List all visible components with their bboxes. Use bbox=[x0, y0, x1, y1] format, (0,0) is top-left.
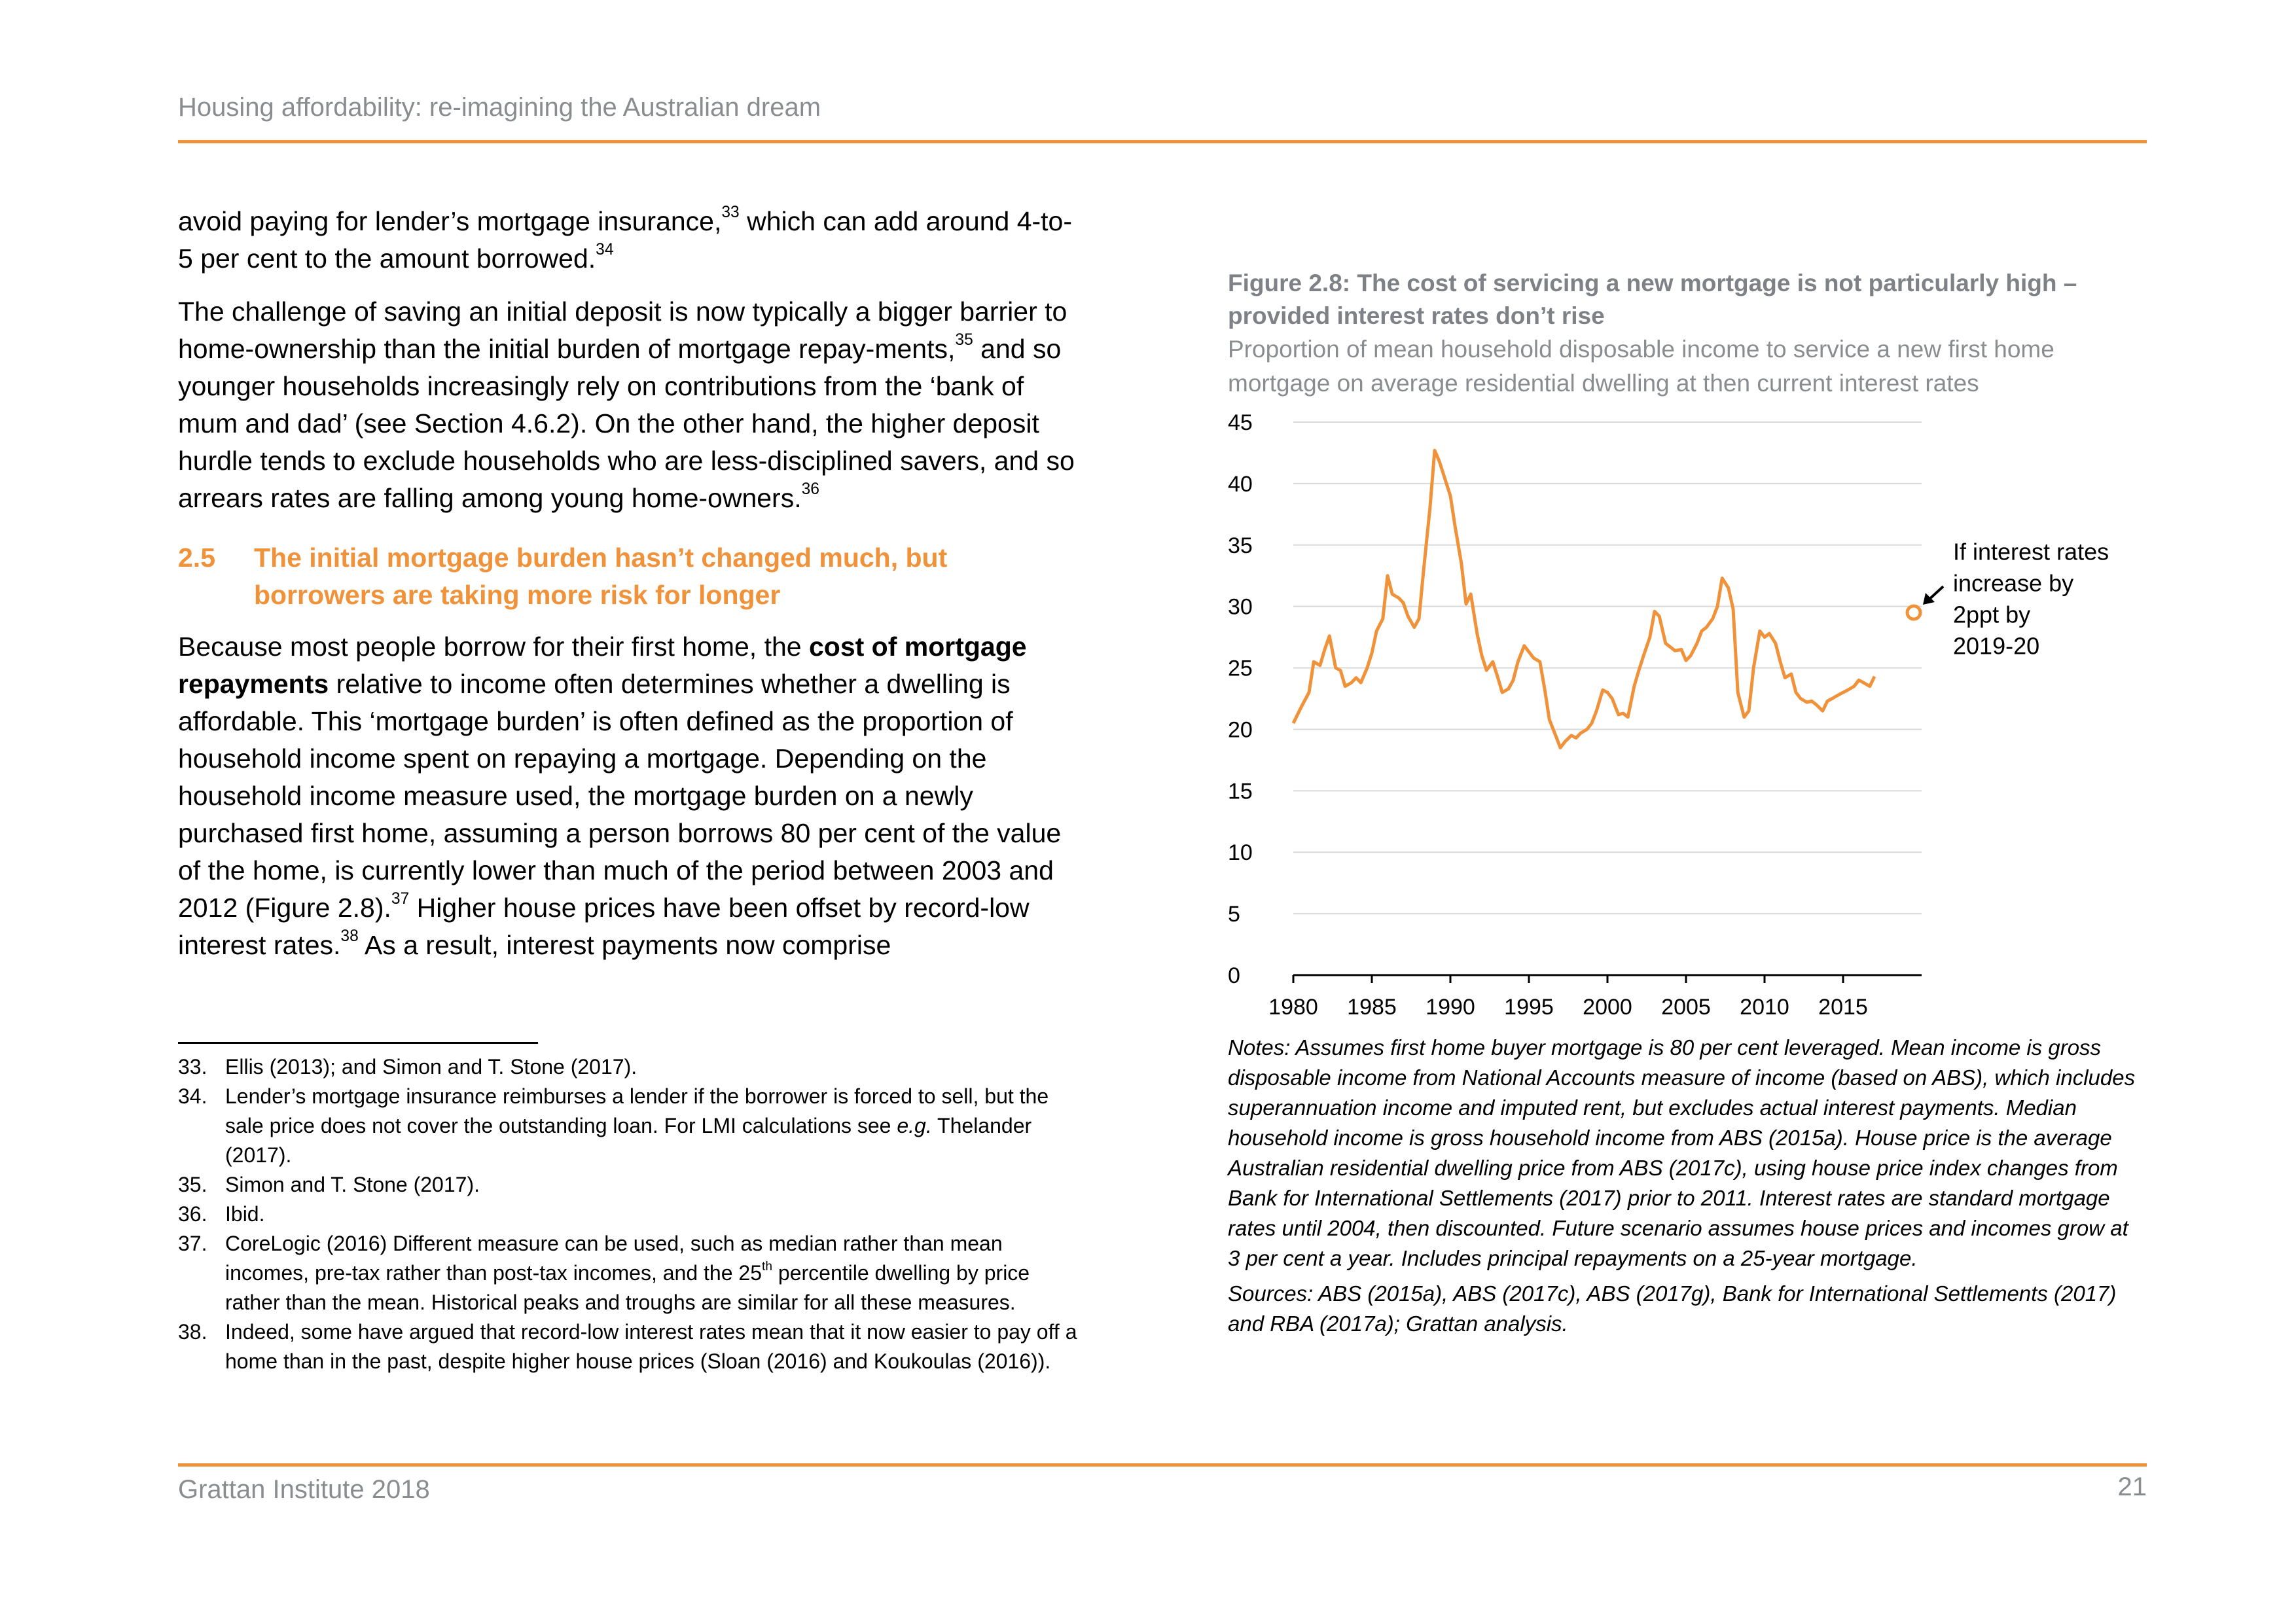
sources-text: Sources: ABS (2015a), ABS (2017c), ABS (… bbox=[1228, 1281, 2117, 1336]
text: avoid paying for lender’s mortgage insur… bbox=[178, 206, 722, 236]
y-tick-label: 5 bbox=[1228, 902, 1240, 927]
footnote-ref[interactable]: 36 bbox=[801, 480, 819, 499]
footnote-number: 33. bbox=[178, 1055, 207, 1079]
annotation-line: If interest rates bbox=[1953, 538, 2109, 565]
text: The challenge of saving an initial depos… bbox=[178, 296, 1067, 364]
section-number: 2.5 bbox=[178, 543, 215, 573]
x-tick-label: 1980 bbox=[1268, 995, 1318, 1020]
footnotes: 33. Ellis (2013); and Simon and T. Stone … bbox=[178, 1052, 1085, 1376]
text: and so younger households increasingly r… bbox=[178, 334, 1075, 513]
y-axis-ticks: 0 5 10 15 20 25 30 35 40 45 bbox=[1228, 410, 1253, 988]
section-title: The initial mortgage burden hasn’t chang… bbox=[254, 543, 948, 610]
x-tick-label: 1985 bbox=[1347, 995, 1397, 1020]
y-tick-label: 35 bbox=[1228, 533, 1253, 558]
footer-rule bbox=[178, 1463, 2147, 1467]
line-chart: 0 5 10 15 20 25 30 35 40 45 1980 1985 1990 1995 2000 2… bbox=[1228, 410, 2109, 1020]
text: Thelander (2017). bbox=[225, 1114, 1032, 1167]
text: Lender’s mortgage insurance reimburses a… bbox=[225, 1084, 1049, 1137]
footnote: 36. Ibid. bbox=[178, 1200, 1085, 1229]
figure-subtitle: Proportion of mean household disposable … bbox=[1228, 336, 2054, 397]
notes-text: Notes: Assumes first home buyer mortgage… bbox=[1228, 1035, 2136, 1270]
superscript: th bbox=[761, 1259, 772, 1274]
y-tick-label: 15 bbox=[1228, 779, 1253, 804]
y-tick-label: 10 bbox=[1228, 840, 1253, 865]
footnote: 37. CoreLogic (2016) Different measure ca… bbox=[178, 1229, 1085, 1317]
text: Higher house prices have been offset by … bbox=[178, 893, 1030, 960]
footnote-text: CoreLogic (2016) Different measure can b… bbox=[225, 1229, 1085, 1317]
section-heading: 2.5 The initial mortgage burden hasn’t c… bbox=[178, 539, 1085, 614]
footnote-ref[interactable]: 33 bbox=[721, 204, 740, 222]
y-tick-label: 45 bbox=[1228, 410, 1253, 435]
paragraph: avoid paying for lender’s mortgage insur… bbox=[178, 203, 1085, 277]
footnote-number: 37. bbox=[178, 1232, 207, 1255]
x-tick-label: 2005 bbox=[1661, 995, 1711, 1020]
arrow-head bbox=[1923, 593, 1935, 605]
chart-grid bbox=[1293, 421, 1922, 915]
footnote: 38. Indeed, some have argued that record-… bbox=[178, 1317, 1085, 1376]
y-tick-label: 25 bbox=[1228, 656, 1253, 681]
y-tick-label: 0 bbox=[1228, 963, 1240, 988]
header-rule bbox=[178, 140, 2147, 143]
italic-text: e.g. bbox=[897, 1114, 932, 1137]
annotation-text: If interest rates increase by 2ppt by 2019-… bbox=[1953, 538, 2109, 659]
footnote: 33. Ellis (2013); and Simon and T. Stone … bbox=[178, 1052, 1085, 1082]
bold-text: cost of mortgage repayments bbox=[178, 632, 1027, 699]
text: As a result, interest payments now compr… bbox=[358, 930, 891, 960]
annotation-arrow bbox=[1923, 585, 1945, 605]
series-line bbox=[1291, 448, 1876, 750]
paragraph: Because most people borrow for their fir… bbox=[178, 628, 1085, 964]
footnote-number: 35. bbox=[178, 1173, 207, 1196]
x-tick-label: 2010 bbox=[1740, 995, 1789, 1020]
paragraph: The challenge of saving an initial depos… bbox=[178, 293, 1085, 517]
annotation-line: 2ppt by bbox=[1953, 601, 2030, 628]
footnote-text: Simon and T. Stone (2017). bbox=[225, 1173, 480, 1196]
footnote-number: 38. bbox=[178, 1320, 207, 1344]
footnote-rule bbox=[178, 1042, 538, 1044]
x-tick-label: 1990 bbox=[1426, 995, 1475, 1020]
running-header: Housing affordability: re-imagining the … bbox=[178, 93, 821, 122]
footnote-text: Indeed, some have argued that record-low… bbox=[225, 1320, 1077, 1373]
text: Because most people borrow for their fir… bbox=[178, 632, 809, 662]
scenario-marker bbox=[1905, 604, 1922, 621]
text: CoreLogic (2016) Different measure can b… bbox=[225, 1232, 1003, 1285]
page-number: 21 bbox=[2117, 1472, 2147, 1501]
text: relative to income often determines whet… bbox=[178, 669, 1062, 923]
footnote-text: Ellis (2013); and Simon and T. Stone (20… bbox=[225, 1055, 637, 1079]
x-axis: 1980 1985 1990 1995 2000 2005 2010 2015 bbox=[1268, 974, 1922, 1020]
annotation-line: increase by bbox=[1953, 569, 2073, 596]
body-text: avoid paying for lender’s mortgage insur… bbox=[178, 203, 1085, 980]
text: percentile dwelling by price rather than… bbox=[225, 1261, 1030, 1314]
footnote-number: 36. bbox=[178, 1202, 207, 1226]
footnote: 35. Simon and T. Stone (2017). bbox=[178, 1170, 1085, 1200]
footnote-number: 34. bbox=[178, 1084, 207, 1108]
footnote-text: Lender’s mortgage insurance reimburses a… bbox=[225, 1082, 1085, 1170]
figure-title: Figure 2.8: The cost of servicing a new … bbox=[1228, 270, 2077, 329]
footnote-ref[interactable]: 38 bbox=[340, 927, 359, 946]
annotation-line: 2019-20 bbox=[1953, 632, 2039, 659]
y-tick-label: 40 bbox=[1228, 472, 1253, 497]
footnote-ref[interactable]: 37 bbox=[391, 890, 410, 908]
footnote-ref[interactable]: 34 bbox=[596, 241, 614, 259]
footnote-ref[interactable]: 35 bbox=[955, 331, 973, 349]
x-tick-label: 2015 bbox=[1818, 995, 1868, 1020]
figure-notes: Notes: Assumes first home buyer mortgage… bbox=[1228, 1033, 2144, 1344]
footnote-text: Ibid. bbox=[225, 1202, 265, 1226]
y-tick-label: 20 bbox=[1228, 717, 1253, 742]
y-tick-label: 30 bbox=[1228, 595, 1253, 620]
footnote: 34. Lender’s mortgage insurance reimburse… bbox=[178, 1082, 1085, 1170]
text: which can add around 4-to-5 per cent to … bbox=[178, 206, 1072, 274]
footer-org: Grattan Institute 2018 bbox=[178, 1475, 430, 1504]
x-tick-label: 1995 bbox=[1504, 995, 1554, 1020]
x-tick-label: 2000 bbox=[1583, 995, 1632, 1020]
